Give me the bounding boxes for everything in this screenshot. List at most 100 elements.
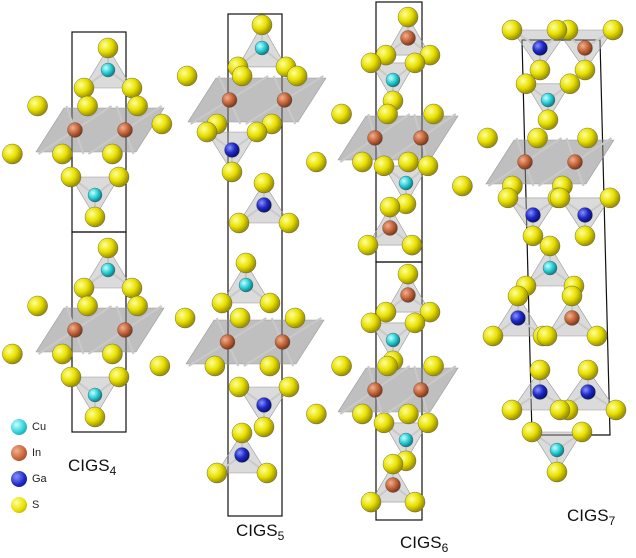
cu-atom bbox=[398, 432, 414, 448]
s-atom bbox=[397, 6, 419, 28]
s-atom bbox=[527, 127, 548, 149]
s-atom bbox=[423, 355, 444, 377]
s-atom bbox=[586, 325, 608, 347]
s-atom bbox=[423, 103, 444, 125]
s-atom bbox=[522, 225, 544, 247]
cu-atom-icon bbox=[11, 419, 27, 435]
s-atom bbox=[501, 19, 523, 41]
s-atom bbox=[404, 52, 426, 74]
element-legend: Cu In Ga S bbox=[10, 418, 70, 522]
cu-atom bbox=[254, 40, 270, 56]
s-atom bbox=[605, 399, 627, 421]
s-atom bbox=[561, 285, 583, 307]
s-atom bbox=[360, 52, 382, 74]
s-atom bbox=[108, 366, 130, 388]
ga-atom bbox=[256, 197, 272, 213]
s-atom bbox=[546, 461, 568, 483]
s-atom bbox=[559, 73, 581, 95]
s-atom bbox=[404, 312, 426, 334]
s-atom bbox=[377, 103, 398, 125]
in-atom bbox=[413, 130, 429, 146]
s-atom bbox=[211, 292, 233, 314]
s-atom bbox=[52, 143, 73, 165]
cu-atom bbox=[549, 442, 565, 458]
s-atom bbox=[529, 359, 551, 381]
s-atom bbox=[235, 252, 257, 274]
s-atom bbox=[253, 172, 275, 194]
s-atom bbox=[127, 295, 148, 317]
legend-label-ga: Ga bbox=[32, 473, 47, 485]
legend-item-cu: Cu bbox=[10, 418, 70, 444]
structure-label-cigs4: CIGS4 bbox=[68, 456, 117, 478]
ga-atom bbox=[577, 207, 593, 223]
s-atom bbox=[84, 406, 106, 428]
ga-atom bbox=[532, 40, 548, 56]
s-atom bbox=[419, 301, 441, 323]
in-atom bbox=[385, 477, 401, 493]
s-atom bbox=[577, 359, 599, 381]
s-atom bbox=[284, 307, 306, 329]
s-atom bbox=[149, 355, 171, 377]
s-atom bbox=[404, 491, 426, 513]
s-atom bbox=[398, 403, 419, 425]
s-atom bbox=[571, 421, 593, 443]
s-atom-icon bbox=[11, 497, 27, 513]
s-atom bbox=[259, 292, 281, 314]
s-atom bbox=[60, 166, 82, 188]
s-atom bbox=[97, 237, 119, 259]
s-atom bbox=[60, 366, 82, 388]
cu-atom bbox=[238, 277, 254, 293]
in-atom bbox=[400, 30, 416, 46]
ga-atom bbox=[224, 142, 240, 158]
s-atom bbox=[253, 416, 275, 438]
cu-atom bbox=[540, 92, 556, 108]
cu-atom bbox=[100, 262, 116, 278]
legend-item-s: S bbox=[10, 496, 70, 522]
ga-atom bbox=[580, 384, 596, 400]
s-atom bbox=[501, 399, 523, 421]
s-atom bbox=[549, 399, 571, 421]
coordination-polyhedron bbox=[187, 77, 327, 123]
in-atom bbox=[274, 334, 291, 350]
s-atom bbox=[377, 355, 398, 377]
s-atom bbox=[174, 307, 196, 329]
s-atom bbox=[331, 355, 352, 377]
s-atom bbox=[352, 403, 373, 425]
s-atom bbox=[2, 143, 23, 165]
ga-atom bbox=[532, 384, 548, 400]
s-atom bbox=[599, 187, 621, 209]
in-atom bbox=[382, 220, 398, 236]
coordination-polyhedron bbox=[185, 319, 325, 365]
s-atom bbox=[52, 343, 73, 365]
s-atom bbox=[360, 491, 382, 513]
s-atom bbox=[229, 307, 251, 329]
s-atom bbox=[602, 19, 624, 41]
ga-atom bbox=[510, 310, 526, 326]
s-atom bbox=[278, 376, 300, 398]
s-atom bbox=[549, 187, 571, 209]
ga-atom-icon bbox=[11, 471, 27, 487]
s-atom bbox=[521, 421, 543, 443]
cu-atom bbox=[87, 387, 103, 403]
s-atom bbox=[196, 121, 218, 143]
s-atom bbox=[397, 263, 419, 285]
s-atom bbox=[151, 113, 173, 135]
legend-item-ga: Ga bbox=[10, 470, 70, 496]
in-atom bbox=[67, 122, 83, 138]
s-atom bbox=[231, 65, 253, 87]
s-atom bbox=[73, 77, 95, 99]
legend-label-cu: Cu bbox=[32, 421, 47, 433]
s-atom bbox=[577, 127, 598, 149]
s-atom bbox=[379, 196, 401, 218]
s-atom bbox=[574, 59, 596, 81]
s-atom bbox=[507, 285, 529, 307]
legend-label-s: S bbox=[32, 499, 40, 511]
s-atom bbox=[77, 295, 98, 317]
s-atom bbox=[278, 212, 300, 234]
s-atom bbox=[546, 19, 568, 41]
ga-atom bbox=[234, 447, 250, 463]
s-atom bbox=[529, 59, 551, 81]
legend-label-in: In bbox=[32, 447, 42, 459]
in-atom bbox=[367, 130, 383, 146]
